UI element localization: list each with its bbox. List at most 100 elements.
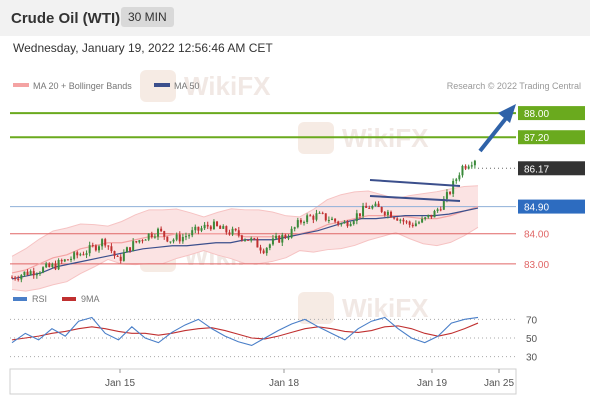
candle-body: [119, 256, 122, 261]
candle-body: [405, 221, 408, 223]
arrow-shaft: [478, 115, 509, 153]
rsi-plot: 70 50 30: [10, 315, 538, 364]
candle-body: [35, 273, 38, 276]
candle-body: [390, 211, 393, 218]
x-axis-frame: [9, 368, 517, 395]
candle-body: [88, 245, 91, 254]
channel-lower-line: [369, 195, 461, 202]
pivot-price-label: 84.90: [524, 203, 549, 214]
candle-body: [393, 217, 396, 219]
candle-body: [147, 233, 150, 240]
candle-body: [445, 192, 448, 199]
candle-body: [38, 272, 41, 274]
main-legend: MA 20 + Bollinger Bands MA 50 Research ©…: [13, 81, 581, 91]
candle-body: [178, 234, 181, 242]
candle-body: [265, 247, 268, 254]
candle-body: [377, 203, 380, 207]
arrow-head: [498, 104, 516, 123]
candle-body: [197, 226, 200, 231]
candle-body: [427, 214, 430, 218]
candle-body: [343, 221, 346, 224]
candle-body: [396, 218, 399, 221]
x-tick-label-jan15: Jan 15: [105, 378, 135, 389]
candle-body: [138, 240, 141, 243]
candle-body: [76, 252, 79, 256]
candle-body: [20, 275, 23, 280]
candle-body: [318, 212, 321, 214]
candle-body: [464, 165, 467, 169]
candle-body: [278, 235, 281, 243]
candle-body: [421, 218, 424, 223]
candle-body: [175, 234, 178, 240]
ma50-legend-label: MA 50: [174, 81, 200, 91]
candle-body: [60, 260, 63, 262]
candles-layer: [11, 159, 476, 283]
candle-body: [85, 253, 88, 255]
research-credit: Research © 2022 Trading Central: [447, 81, 581, 91]
candle-body: [132, 241, 135, 251]
candle-body: [281, 234, 284, 243]
candle-body: [104, 239, 107, 246]
instrument-title: Crude Oil (WTI): [11, 10, 121, 27]
candle-body: [172, 239, 175, 242]
candle-body: [470, 165, 473, 167]
candle-body: [374, 203, 377, 207]
resistance-price-tag: [518, 106, 585, 121]
candle-body: [79, 254, 82, 256]
candle-body: [327, 219, 330, 221]
candle-body: [110, 246, 113, 252]
candle-body: [414, 223, 417, 227]
candle-body: [452, 180, 455, 194]
candle-body: [169, 241, 172, 243]
x-tick-label-jan18: Jan 18: [269, 378, 299, 389]
candle-body: [70, 258, 73, 260]
candle-body: [11, 277, 13, 279]
candle-body: [157, 228, 160, 237]
candle-body: [160, 228, 163, 232]
rsi-ma-legend-label: 9MA: [81, 294, 100, 304]
candle-body: [256, 238, 259, 248]
resistance-price-tag: [518, 130, 585, 145]
candle-body: [268, 244, 271, 248]
rsi-line: [11, 316, 479, 347]
candle-body: [203, 224, 206, 229]
candle-body: [166, 236, 169, 242]
candle-body: [439, 209, 442, 211]
watermark-text-1: WikiFX: [184, 71, 271, 101]
watermark-badge-shape: [298, 292, 334, 324]
candle-body: [349, 223, 352, 227]
candle-body: [293, 227, 296, 229]
rsi-legend: RSI 9MA: [13, 294, 100, 304]
support-price-label: 84.00: [524, 230, 549, 241]
candle-body: [91, 245, 94, 247]
candle-body: [237, 230, 240, 236]
candle-body: [296, 220, 299, 228]
candle-body: [63, 259, 66, 262]
candle-body: [383, 211, 386, 216]
candle-body: [73, 252, 76, 259]
candle-body: [352, 221, 355, 224]
candle-body: [430, 214, 433, 218]
candle-body: [455, 179, 458, 181]
candle-body: [125, 247, 128, 253]
candle-body: [244, 239, 246, 241]
candle-body: [458, 175, 461, 180]
candle-body: [399, 219, 402, 221]
x-axis: Jan 15 Jan 18 Jan 19 Jan 25: [9, 368, 517, 395]
candle-body: [240, 235, 243, 241]
interval-badge[interactable]: 30 MIN: [121, 7, 174, 27]
candle-body: [17, 278, 20, 280]
candle-body: [340, 223, 343, 225]
candle-body: [417, 222, 420, 224]
candle-body: [222, 226, 225, 229]
candle-body: [408, 221, 411, 225]
candle-body: [337, 221, 340, 225]
candle-body: [368, 207, 371, 209]
candle-body: [135, 241, 138, 243]
forecast-arrow: [478, 104, 516, 153]
candle-body: [231, 228, 234, 235]
candle-body: [181, 236, 184, 242]
candle-body: [82, 254, 85, 256]
